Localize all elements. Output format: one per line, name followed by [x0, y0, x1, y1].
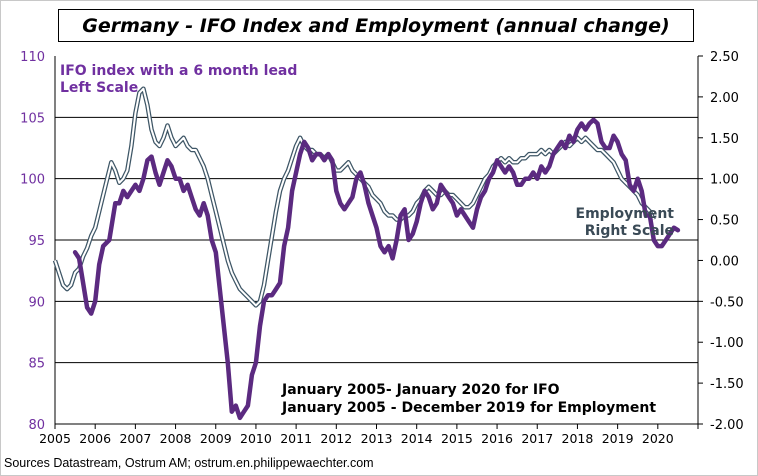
note-line1: January 2005- January 2020 for IFO: [281, 382, 560, 398]
right-tick-label: 0.50: [710, 214, 739, 229]
right-tick-label: 1.50: [710, 132, 739, 147]
left-tick-label: 100: [20, 173, 45, 188]
left-tick-label: 90: [28, 295, 45, 310]
x-tick-label: 2009: [200, 431, 232, 446]
right-tick-label: -0.50: [710, 295, 744, 310]
x-tick-label: 2017: [521, 431, 553, 446]
chart-title: Germany - IFO Index and Employment (annu…: [82, 14, 670, 37]
x-tick-label: 2012: [320, 431, 352, 446]
right-tick-label: 1.00: [710, 173, 739, 188]
left-tick-label: 80: [28, 418, 45, 433]
title-box: Germany - IFO Index and Employment (annu…: [58, 9, 694, 42]
right-tick-label: 2.00: [710, 91, 739, 106]
employment-label-line2: Right Scale: [585, 223, 674, 239]
series-group: [52, 86, 681, 421]
x-tick-label: 2015: [441, 431, 473, 446]
x-tick-label: 2020: [642, 431, 674, 446]
left-tick-label: 110: [20, 50, 45, 65]
right-tick-label: 2.50: [710, 50, 739, 65]
left-tick-label: 95: [28, 234, 45, 249]
grid-lines: [55, 116, 698, 364]
right-tick-label: -1.00: [710, 336, 744, 351]
x-tick-label: 2010: [240, 431, 272, 446]
x-tick-label: 2016: [481, 431, 513, 446]
ifo-line: [72, 117, 681, 421]
x-tick-label: 2014: [401, 431, 433, 446]
right-tick-label: -2.00: [710, 418, 744, 433]
x-tick-label: 2006: [79, 431, 111, 446]
ifo-label-line2: Left Scale: [60, 80, 138, 96]
x-tick-label: 2018: [562, 431, 594, 446]
annotations: IFO index with a 6 month lead Left Scale…: [60, 63, 674, 416]
employment-label-line1: Employment: [576, 206, 675, 222]
x-tick-label: 2019: [602, 431, 634, 446]
right-tick-label: -1.50: [710, 377, 744, 392]
note-line2: January 2005 - December 2019 for Employm…: [281, 400, 656, 416]
ifo-label-line1: IFO index with a 6 month lead: [60, 63, 297, 79]
x-tick-label: 2013: [361, 431, 393, 446]
x-tick-label: 2007: [119, 431, 151, 446]
x-tick-label: 2011: [280, 431, 312, 446]
axes: 80 85 90 95 100 105 110 -2.00 -1.50 -1.00 -0.50 0.0…: [20, 50, 743, 446]
right-tick-label: 0.00: [710, 254, 739, 269]
source-note: Sources Datastream, Ostrum AM; ostrum.en…: [4, 456, 374, 470]
x-tick-label: 2008: [160, 431, 192, 446]
left-tick-label: 85: [28, 357, 45, 372]
x-tick-label: 2005: [39, 431, 71, 446]
left-tick-label: 105: [20, 111, 45, 126]
